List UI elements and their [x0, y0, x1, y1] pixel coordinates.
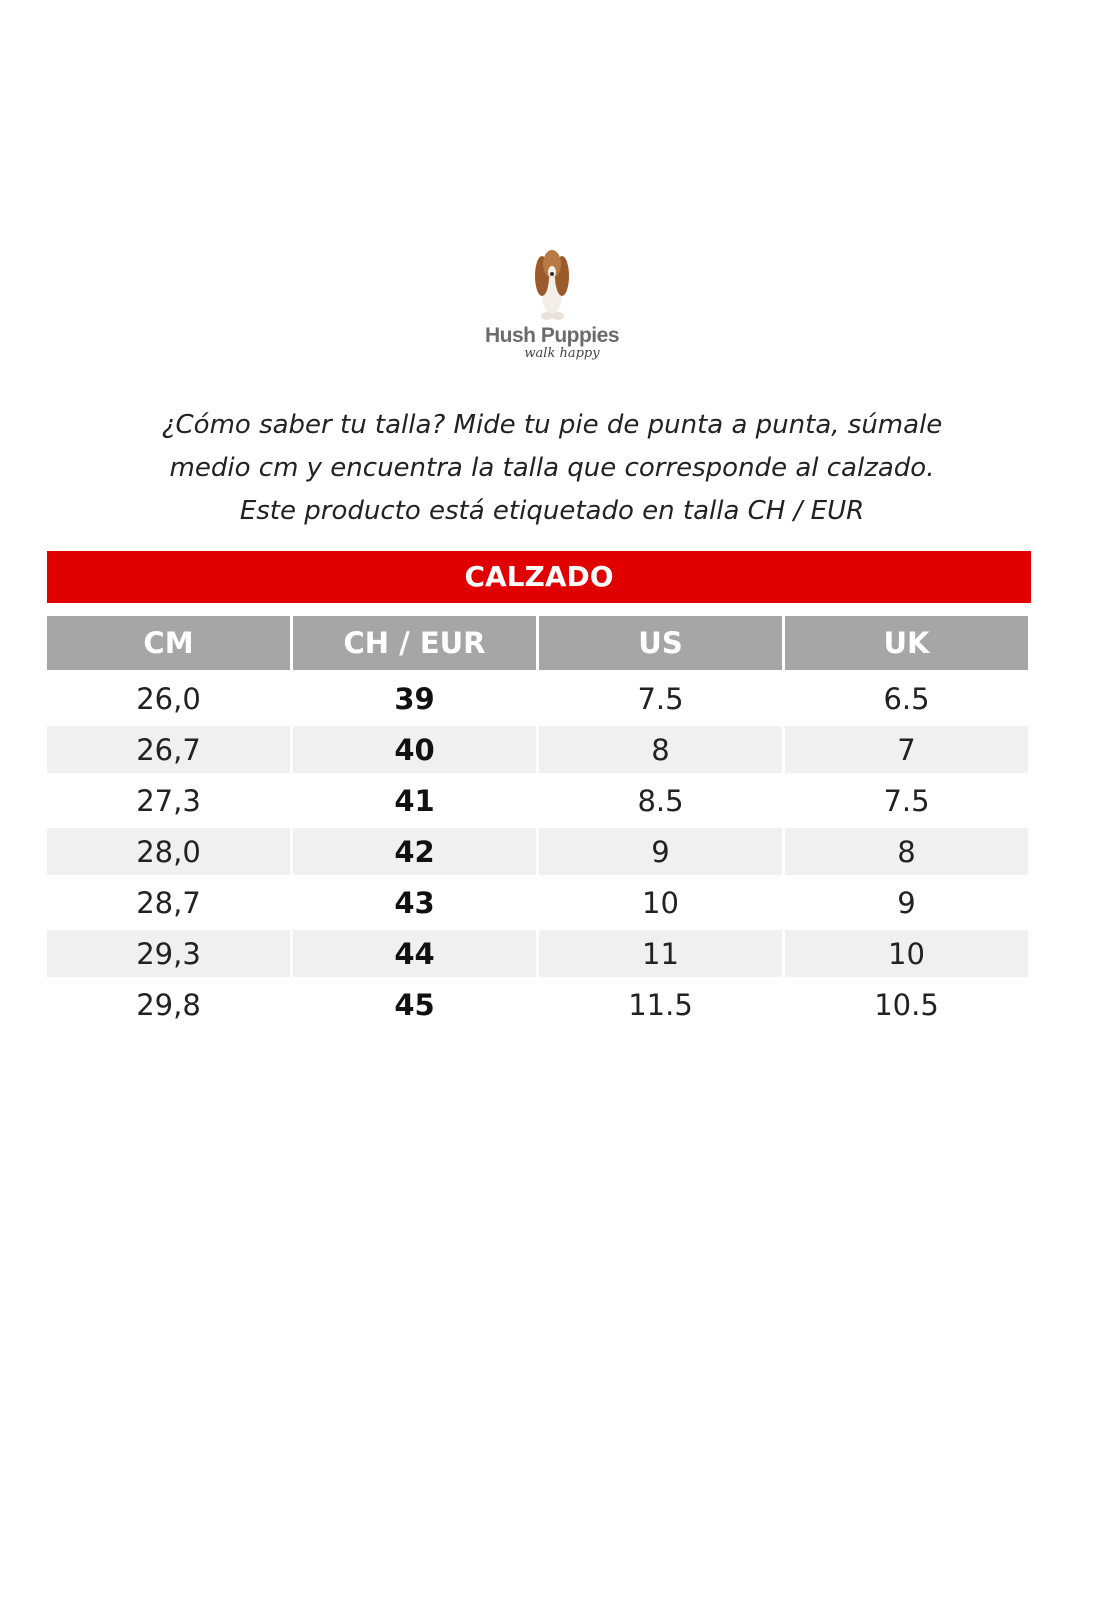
table-cell: 6.5: [883, 681, 930, 716]
column-header: US: [539, 616, 782, 670]
table-cell: 7: [785, 726, 1028, 773]
table-cell: 7.5: [883, 783, 930, 818]
table-cell: 9: [897, 885, 916, 920]
instruction-line: medio cm y encuentra la talla que corres…: [169, 453, 935, 483]
table-cell: 11: [539, 930, 782, 977]
table-cell: 39: [394, 681, 435, 716]
table-row: 27,3 41 8.5 7.5: [47, 775, 1028, 826]
table-cell: 26,0: [136, 681, 201, 716]
table-cell: 43: [394, 885, 435, 920]
table-cell: 28,7: [136, 885, 201, 920]
table-cell: 11.5: [628, 987, 693, 1022]
table-cell: 8: [785, 828, 1028, 875]
table-header-row: CM CH / EUR US UK: [47, 616, 1028, 670]
table-cell: 10.5: [874, 987, 939, 1022]
hush-puppies-logo: Hush Puppies walk happy: [472, 246, 632, 381]
basset-hound-icon: [535, 250, 569, 320]
instruction-line: Este producto está etiquetado en talla C…: [239, 496, 865, 526]
column-header: UK: [785, 616, 1028, 670]
table-cell: 29,3: [47, 930, 290, 977]
table-cell: 44: [293, 930, 536, 977]
table-cell: 42: [293, 828, 536, 875]
table-cell: 26,7: [47, 726, 290, 773]
table-cell: 10: [785, 930, 1028, 977]
tagline: walk happy: [524, 346, 600, 361]
table-cell: 27,3: [136, 783, 201, 818]
table-cell: 40: [293, 726, 536, 773]
table-cell: 29,8: [136, 987, 201, 1022]
table-cell: 10: [642, 885, 679, 920]
table-cell: 7.5: [637, 681, 684, 716]
table-row: 28,7 43 10 9: [47, 877, 1028, 928]
table-row: 26,0 39 7.5 6.5: [47, 673, 1028, 724]
table-row: 29,3 44 11 10: [47, 928, 1028, 979]
table-cell: 9: [539, 828, 782, 875]
brand-name: Hush Puppies: [484, 324, 620, 347]
size-instructions: ¿Cómo saber tu talla? Mide tu pie de pun…: [0, 404, 1104, 533]
instruction-line: ¿Cómo saber tu talla? Mide tu pie de pun…: [161, 410, 943, 440]
size-table: CM CH / EUR US UK 26,0 39 7.5 6.5 26,7 40 8 7 27…: [47, 616, 1028, 1030]
table-cell: 41: [394, 783, 435, 818]
column-header: CM: [47, 616, 290, 670]
table-row: 29,8 45 11.5 10.5: [47, 979, 1028, 1030]
table-cell: 28,0: [47, 828, 290, 875]
table-cell: 8: [539, 726, 782, 773]
table-cell: 45: [394, 987, 435, 1022]
table-row: 26,7 40 8 7: [47, 724, 1028, 775]
table-cell: 8.5: [637, 783, 684, 818]
table-row: 28,0 42 9 8: [47, 826, 1028, 877]
column-header: CH / EUR: [293, 616, 536, 670]
section-banner: CALZADO: [47, 551, 1031, 603]
